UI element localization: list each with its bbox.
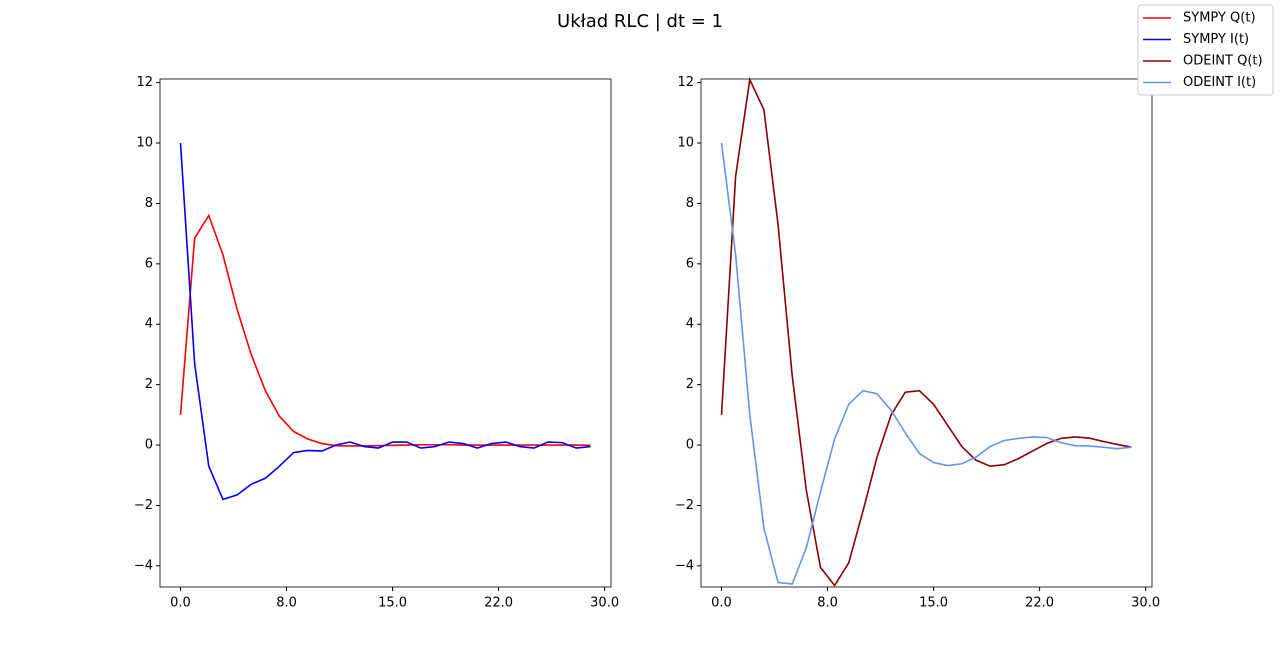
x-tick-label: 30.0 [590,596,619,611]
legend-box [1137,4,1274,96]
legend-label: SYMPY Q(t) [1183,11,1256,26]
legend-label: ODEINT I(t) [1183,75,1256,90]
legend-label: SYMPY I(t) [1183,32,1249,47]
x-tick-label: 22.0 [484,596,513,611]
y-tick-label: 0 [145,438,153,453]
y-tick-label: 0 [686,438,694,453]
y-tick-label: −4 [134,558,153,573]
x-tick-label: 30.0 [1131,596,1160,611]
legend-label: ODEINT Q(t) [1183,54,1263,69]
x-tick-label: 15.0 [919,596,948,611]
x-tick-label: 0.0 [711,596,732,611]
y-tick-label: 12 [136,75,153,90]
series-line [720,76,1132,587]
y-tick-label: 2 [145,377,153,392]
y-tick-label: −4 [675,558,694,573]
x-tick-label: 8.0 [817,596,838,611]
series-line [179,142,591,501]
y-tick-label: 4 [145,317,153,332]
y-tick-label: 12 [677,75,694,90]
y-tick-label: 6 [686,256,694,271]
y-tick-label: −2 [675,498,694,513]
figure-title: Układ RLC | dt = 1 [557,11,723,32]
x-tick-label: 15.0 [378,596,407,611]
y-tick-label: 2 [686,377,694,392]
y-tick-label: 4 [686,317,694,332]
series-line [179,213,591,447]
x-tick-label: 8.0 [276,596,297,611]
y-tick-label: 8 [145,196,153,211]
plot-frame [159,78,612,588]
y-tick-label: 10 [677,136,694,151]
series-line [720,142,1132,585]
y-tick-label: 10 [136,136,153,151]
y-tick-label: 6 [145,256,153,271]
x-tick-label: 0.0 [170,596,191,611]
x-tick-label: 22.0 [1025,596,1054,611]
plot-frame [700,78,1153,588]
y-tick-label: −2 [134,498,153,513]
y-tick-label: 8 [686,196,694,211]
